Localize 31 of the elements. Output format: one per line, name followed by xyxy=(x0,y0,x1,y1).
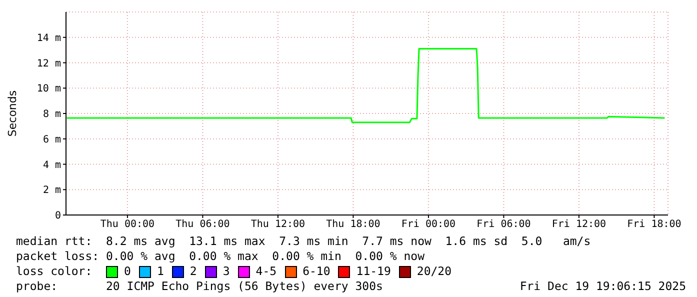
legend-title: loss color: xyxy=(16,264,94,279)
legend-label: 1 xyxy=(156,264,164,279)
text: packet loss: 0.00 % avg 0.00 % max 0.00 % min 0.00 % now xyxy=(16,249,426,264)
x-tick-label: Thu 06:00 xyxy=(176,219,230,230)
x-tick-label: Thu 18:00 xyxy=(326,219,380,230)
y-tick-label: 14 m xyxy=(36,32,61,44)
y-tick-label: 2 m xyxy=(42,185,61,196)
y-tick-label: 4 m xyxy=(42,160,61,171)
legend-label: 3 xyxy=(222,264,230,279)
y-tick-label: 0 xyxy=(54,210,61,222)
legend-label: 4-5 xyxy=(254,264,277,279)
y-tick-label: 6 m xyxy=(42,134,61,146)
text: probe: 20 ICMP Echo Pings (56 Bytes) every 300s xyxy=(16,279,383,294)
text: Fri Dec 19 19:06:15 2025 xyxy=(520,279,686,294)
x-tick-label: Fri 12:00 xyxy=(552,219,606,230)
x-tick-label: Thu 00:00 xyxy=(100,219,155,230)
legend-label: 2 xyxy=(188,264,197,279)
y-tick-label: 8 m xyxy=(42,109,61,120)
legend-label: 20/20 xyxy=(416,264,452,279)
y-tick-label: 12 m xyxy=(36,58,61,70)
x-tick-label: Fri 00:00 xyxy=(401,219,456,230)
x-tick-label: Thu 12:00 xyxy=(250,219,306,230)
legend-label: 6-10 xyxy=(302,264,330,279)
x-tick-label: Fri 06:00 xyxy=(476,219,531,230)
text: median rtt: 8.2 ms avg 13.1 ms max 7.3 ms min 7.7 ms now 1.6 ms sd 5.0 am/s xyxy=(16,234,592,249)
y-axis-title: Seconds xyxy=(6,90,19,137)
x-tick-label: Fri 18:00 xyxy=(627,219,682,230)
legend-label: 11-19 xyxy=(355,264,391,279)
line-series xyxy=(66,48,666,124)
legend-label: 0 xyxy=(123,264,131,279)
y-tick-label: 10 m xyxy=(36,84,61,95)
